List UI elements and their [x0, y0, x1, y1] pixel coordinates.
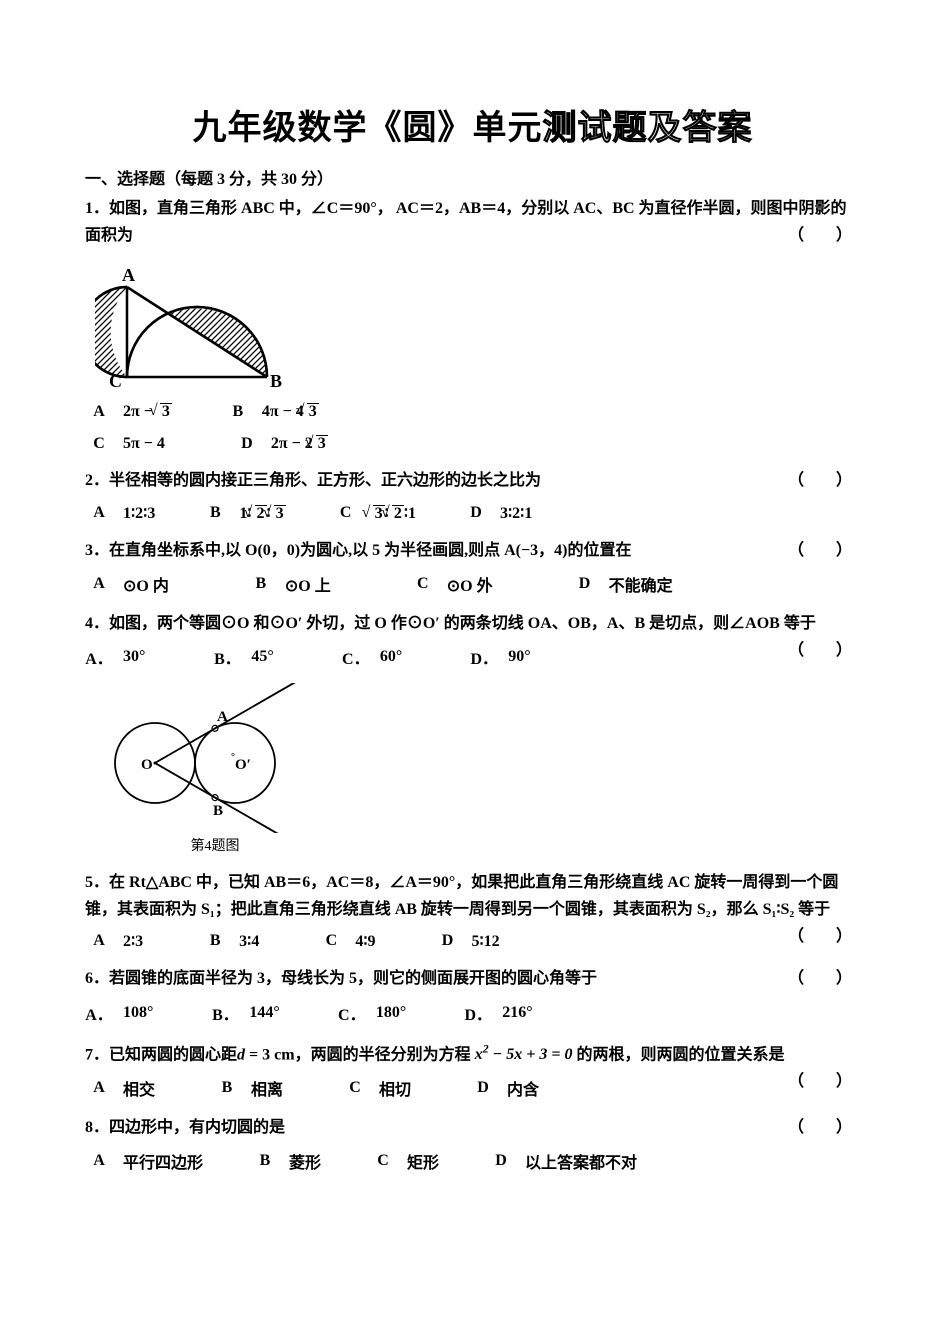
q1-paren: （ ） — [788, 222, 852, 249]
q4-opt-b: B．45° — [213, 645, 273, 669]
q6-paren: （ ） — [788, 965, 852, 992]
q8-text: 四边形中，有内切圆的是 — [109, 1119, 285, 1136]
q3-opt-d: D不能确定 — [571, 572, 673, 596]
page: 九年级数学《圆》单元测试题及答案 一、选择题（每题 3 分，共 30 分） 1．… — [0, 0, 945, 1337]
q1-opt-a: A 2π − 3 — [85, 403, 172, 421]
q6-opt-b: B．144° — [211, 1001, 279, 1025]
question-6: 6．若圆锥的底面半径为 3，母线长为 5，则它的侧面展开图的圆心角等于 （ ） — [85, 965, 860, 992]
q5-options: A2∶3 B3∶4 C4∶9 D5∶12 — [85, 931, 788, 951]
q7-var: d — [237, 1046, 245, 1063]
q8-paren: （ ） — [788, 1114, 852, 1141]
q6-num: 6． — [85, 970, 109, 987]
q5-num: 5． — [85, 874, 109, 891]
q3-opt-c: C⊙O 外 — [409, 572, 493, 596]
q5-opt-a: A2∶3 — [85, 931, 143, 951]
q7-options: A相交 B相离 C相切 D内含 — [85, 1076, 788, 1100]
q4-label-a: A — [217, 709, 228, 725]
q1-opt-d: D 2π − 23 — [233, 435, 328, 453]
q2-num: 2． — [85, 472, 109, 489]
q8-num: 8． — [85, 1119, 109, 1136]
q1-opt-b: B 4π − 43 — [224, 403, 319, 421]
q3-opt-b: B⊙O 上 — [247, 572, 331, 596]
q4-label-b: B — [213, 803, 223, 819]
q7-opt-c: C相切 — [341, 1076, 411, 1100]
q8-options: A平行四边形 B菱形 C矩形 D以上答案都不对 — [85, 1149, 860, 1173]
q8-opt-d: D以上答案都不对 — [487, 1149, 637, 1173]
q1-label-b: B — [270, 371, 282, 389]
q2-opt-b: B 1∶2∶3 — [201, 503, 285, 523]
q4-caption: 第4题图 — [85, 835, 345, 855]
q5-text: 在 Rt△ABC 中，已知 AB＝6，AC＝8，∠A＝90°，如果把此直角三角形… — [85, 874, 838, 918]
q4-opt-a: A．30° — [85, 645, 145, 669]
q3-opt-a: A⊙O 内 — [85, 572, 169, 596]
q1-label-a: A — [122, 265, 135, 285]
q3-num: 3． — [85, 542, 109, 559]
q7-post: 的两根，则两圆的位置关系是 — [573, 1046, 785, 1063]
q2-options: A 1∶2∶3 B 1∶2∶3 C 3∶2∶1 D 3∶2∶1 — [85, 503, 860, 523]
q7-pre: 已知两圆的圆心距 — [109, 1046, 237, 1063]
q1-options-row1: A 2π − 3 B 4π − 43 — [85, 403, 860, 421]
q1-figure: A C B — [95, 259, 860, 389]
q2-opt-c: C 3∶2∶1 — [332, 503, 416, 523]
question-5: 5．在 Rt△ABC 中，已知 AB＝6，AC＝8，∠A＝90°，如果把此直角三… — [85, 869, 860, 923]
question-4: 4．如图，两个等圆⊙O 和⊙O′ 外切，过 O 作⊙O′ 的两条切线 OA、OB… — [85, 610, 860, 637]
q7-paren: （ ） — [788, 1068, 852, 1095]
q7-eq: x2 − 5x + 3 = 0 — [475, 1046, 573, 1063]
q3-text: 在直角坐标系中,以 O(0，0)为圆心,以 5 为半径画圆,则点 A(−3，4)… — [109, 542, 631, 559]
q4-opt-d: D．90° — [470, 645, 530, 669]
q8-opt-a: A平行四边形 — [85, 1149, 203, 1173]
q4-paren: （ ） — [788, 637, 852, 664]
q6-opt-d: D．216° — [464, 1001, 532, 1025]
q6-text: 若圆锥的底面半径为 3，母线长为 5，则它的侧面展开图的圆心角等于 — [109, 970, 597, 987]
q1-label-c: C — [109, 371, 122, 389]
q6-opt-c: C．180° — [338, 1001, 406, 1025]
q2-opt-a: A 1∶2∶3 — [85, 503, 155, 523]
q1-svg: A C B — [95, 259, 295, 389]
title-plain: 九年级数学《圆》单元 — [193, 110, 543, 147]
q1-num: 1． — [85, 200, 109, 217]
q3-options: A⊙O 内 B⊙O 上 C⊙O 外 D不能确定 — [85, 572, 860, 596]
q7-mid: = 3 cm，两圆的半径分别为方程 — [245, 1046, 475, 1063]
q6-opt-a: A．108° — [85, 1001, 153, 1025]
q2-opt-d: D 3∶2∶1 — [462, 503, 532, 523]
q4-label-o: O — [141, 757, 153, 773]
q7-num: 7． — [85, 1046, 109, 1063]
title-outline: 测试题及答案 — [543, 110, 753, 147]
q5-opt-b: B3∶4 — [201, 931, 259, 951]
q5-opt-c: C4∶9 — [317, 931, 375, 951]
q2-text: 半径相等的圆内接正三角形、正方形、正六边形的边长之比为 — [109, 472, 541, 489]
question-1: 1．如图，直角三角形 ABC 中，∠C＝90°， AC＝2，AB＝4，分别以 A… — [85, 195, 860, 249]
question-2: 2．半径相等的圆内接正三角形、正方形、正六边形的边长之比为 （ ） — [85, 467, 860, 494]
question-3: 3．在直角坐标系中,以 O(0，0)为圆心,以 5 为半径画圆,则点 A(−3，… — [85, 537, 860, 564]
q4-options: A．30° B．45° C．60° D．90° — [85, 645, 788, 669]
page-title: 九年级数学《圆》单元测试题及答案 — [85, 100, 860, 149]
q4-num: 4． — [85, 615, 109, 632]
question-8: 8．四边形中，有内切圆的是 （ ） — [85, 1114, 860, 1141]
q4-text: 如图，两个等圆⊙O 和⊙O′ 外切，过 O 作⊙O′ 的两条切线 OA、OB，A… — [109, 615, 816, 632]
q1-text: 如图，直角三角形 ABC 中，∠C＝90°， AC＝2，AB＝4，分别以 AC、… — [85, 200, 847, 244]
q7-opt-d: D内含 — [469, 1076, 539, 1100]
q1-opt-c: C 5π − 4 — [85, 435, 165, 453]
q7-opt-a: A相交 — [85, 1076, 155, 1100]
q3-paren: （ ） — [788, 537, 852, 564]
q5-paren: （ ） — [788, 923, 852, 950]
q7-opt-b: B相离 — [213, 1076, 283, 1100]
question-7: 7．已知两圆的圆心距d = 3 cm，两圆的半径分别为方程 x2 − 5x + … — [85, 1039, 860, 1069]
section-1-header: 一、选择题（每题 3 分，共 30 分） — [85, 165, 860, 189]
q4-label-op: O′ — [235, 757, 251, 773]
q1-options-row2: C 5π − 4 D 2π − 23 — [85, 435, 860, 453]
q8-opt-c: C矩形 — [369, 1149, 439, 1173]
q5-opt-d: D5∶12 — [434, 931, 500, 951]
q2-paren: （ ） — [788, 467, 852, 494]
q4-svg: ° O O′ A B — [85, 683, 345, 833]
q8-opt-b: B菱形 — [251, 1149, 321, 1173]
q6-options: A．108° B．144° C．180° D．216° — [85, 1001, 860, 1025]
q4-opt-c: C．60° — [342, 645, 402, 669]
q4-figure: ° O O′ A B 第4题图 — [85, 683, 345, 855]
